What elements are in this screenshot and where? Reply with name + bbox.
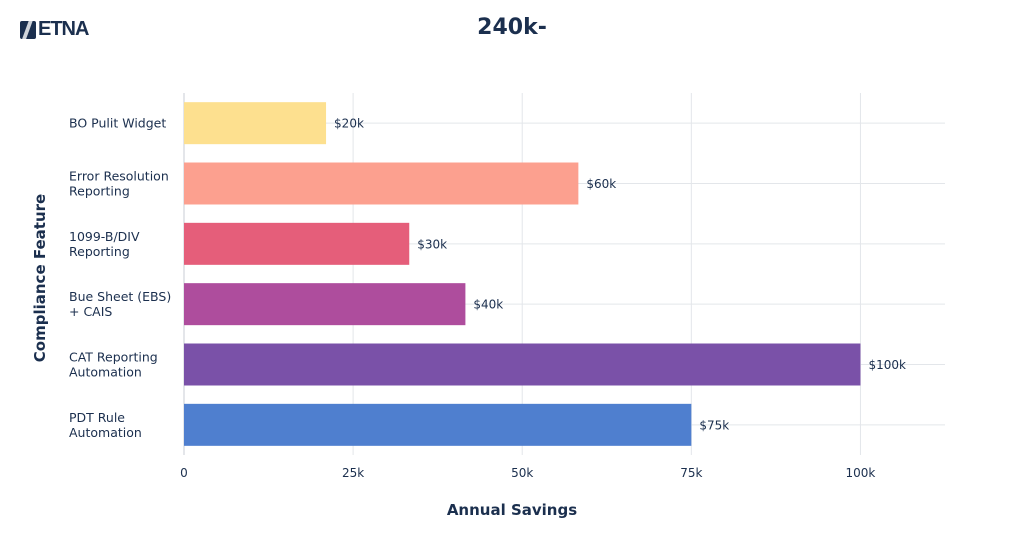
y-tick-label: Error Resolution Reporting xyxy=(69,169,169,199)
y-tick-label-line: Automation xyxy=(69,365,142,380)
x-tick-label: 75k xyxy=(680,466,702,480)
logo-text: ETNA xyxy=(38,18,89,40)
y-tick-label-line: Error Resolution xyxy=(69,169,169,184)
y-tick-label: PDT Rule Automation xyxy=(69,410,142,440)
x-tick-label: 0 xyxy=(180,466,188,480)
y-tick-label-line: + CAIS xyxy=(69,304,112,319)
data-label: $40k xyxy=(473,298,503,312)
y-tick-label: Bue Sheet (EBS) + CAIS xyxy=(69,289,171,319)
bar xyxy=(184,222,410,265)
data-label: $30k xyxy=(417,237,447,251)
y-tick-label: 1099-B/DIV Reporting xyxy=(69,229,140,259)
y-tick-label-line: Reporting xyxy=(69,244,130,259)
chart-title: 240k- xyxy=(477,15,547,40)
data-label: $20k xyxy=(334,117,364,131)
bar xyxy=(184,162,579,205)
bar xyxy=(184,283,466,326)
data-label: $100k xyxy=(868,358,906,372)
x-axis-label: Annual Savings xyxy=(447,501,577,519)
y-tick-label-line: 1099-B/DIV xyxy=(69,229,140,244)
bar xyxy=(184,343,861,386)
y-tick-label: CAT Reporting Automation xyxy=(69,350,158,380)
y-tick-label-line: PDT Rule xyxy=(69,410,125,425)
y-tick-label-line: Automation xyxy=(69,425,142,440)
bar xyxy=(184,102,327,145)
logo-mark-icon xyxy=(20,20,36,39)
y-tick-label-line: Bue Sheet (EBS) xyxy=(69,289,171,304)
etna-logo: ETNA xyxy=(20,18,89,41)
x-tick-label: 50k xyxy=(511,466,533,480)
y-tick-label-line: BO Pulit Widget xyxy=(69,116,166,131)
x-tick-label: 100k xyxy=(846,466,876,480)
y-tick-label: BO Pulit Widget xyxy=(69,116,166,131)
y-axis-label: Compliance Feature xyxy=(31,194,49,362)
y-tick-label-line: Reporting xyxy=(69,184,130,199)
bar xyxy=(184,403,692,446)
x-tick-label: 25k xyxy=(342,466,364,480)
data-label: $75k xyxy=(699,418,729,432)
y-tick-label-line: CAT Reporting xyxy=(69,350,158,365)
data-label: $60k xyxy=(586,177,616,191)
